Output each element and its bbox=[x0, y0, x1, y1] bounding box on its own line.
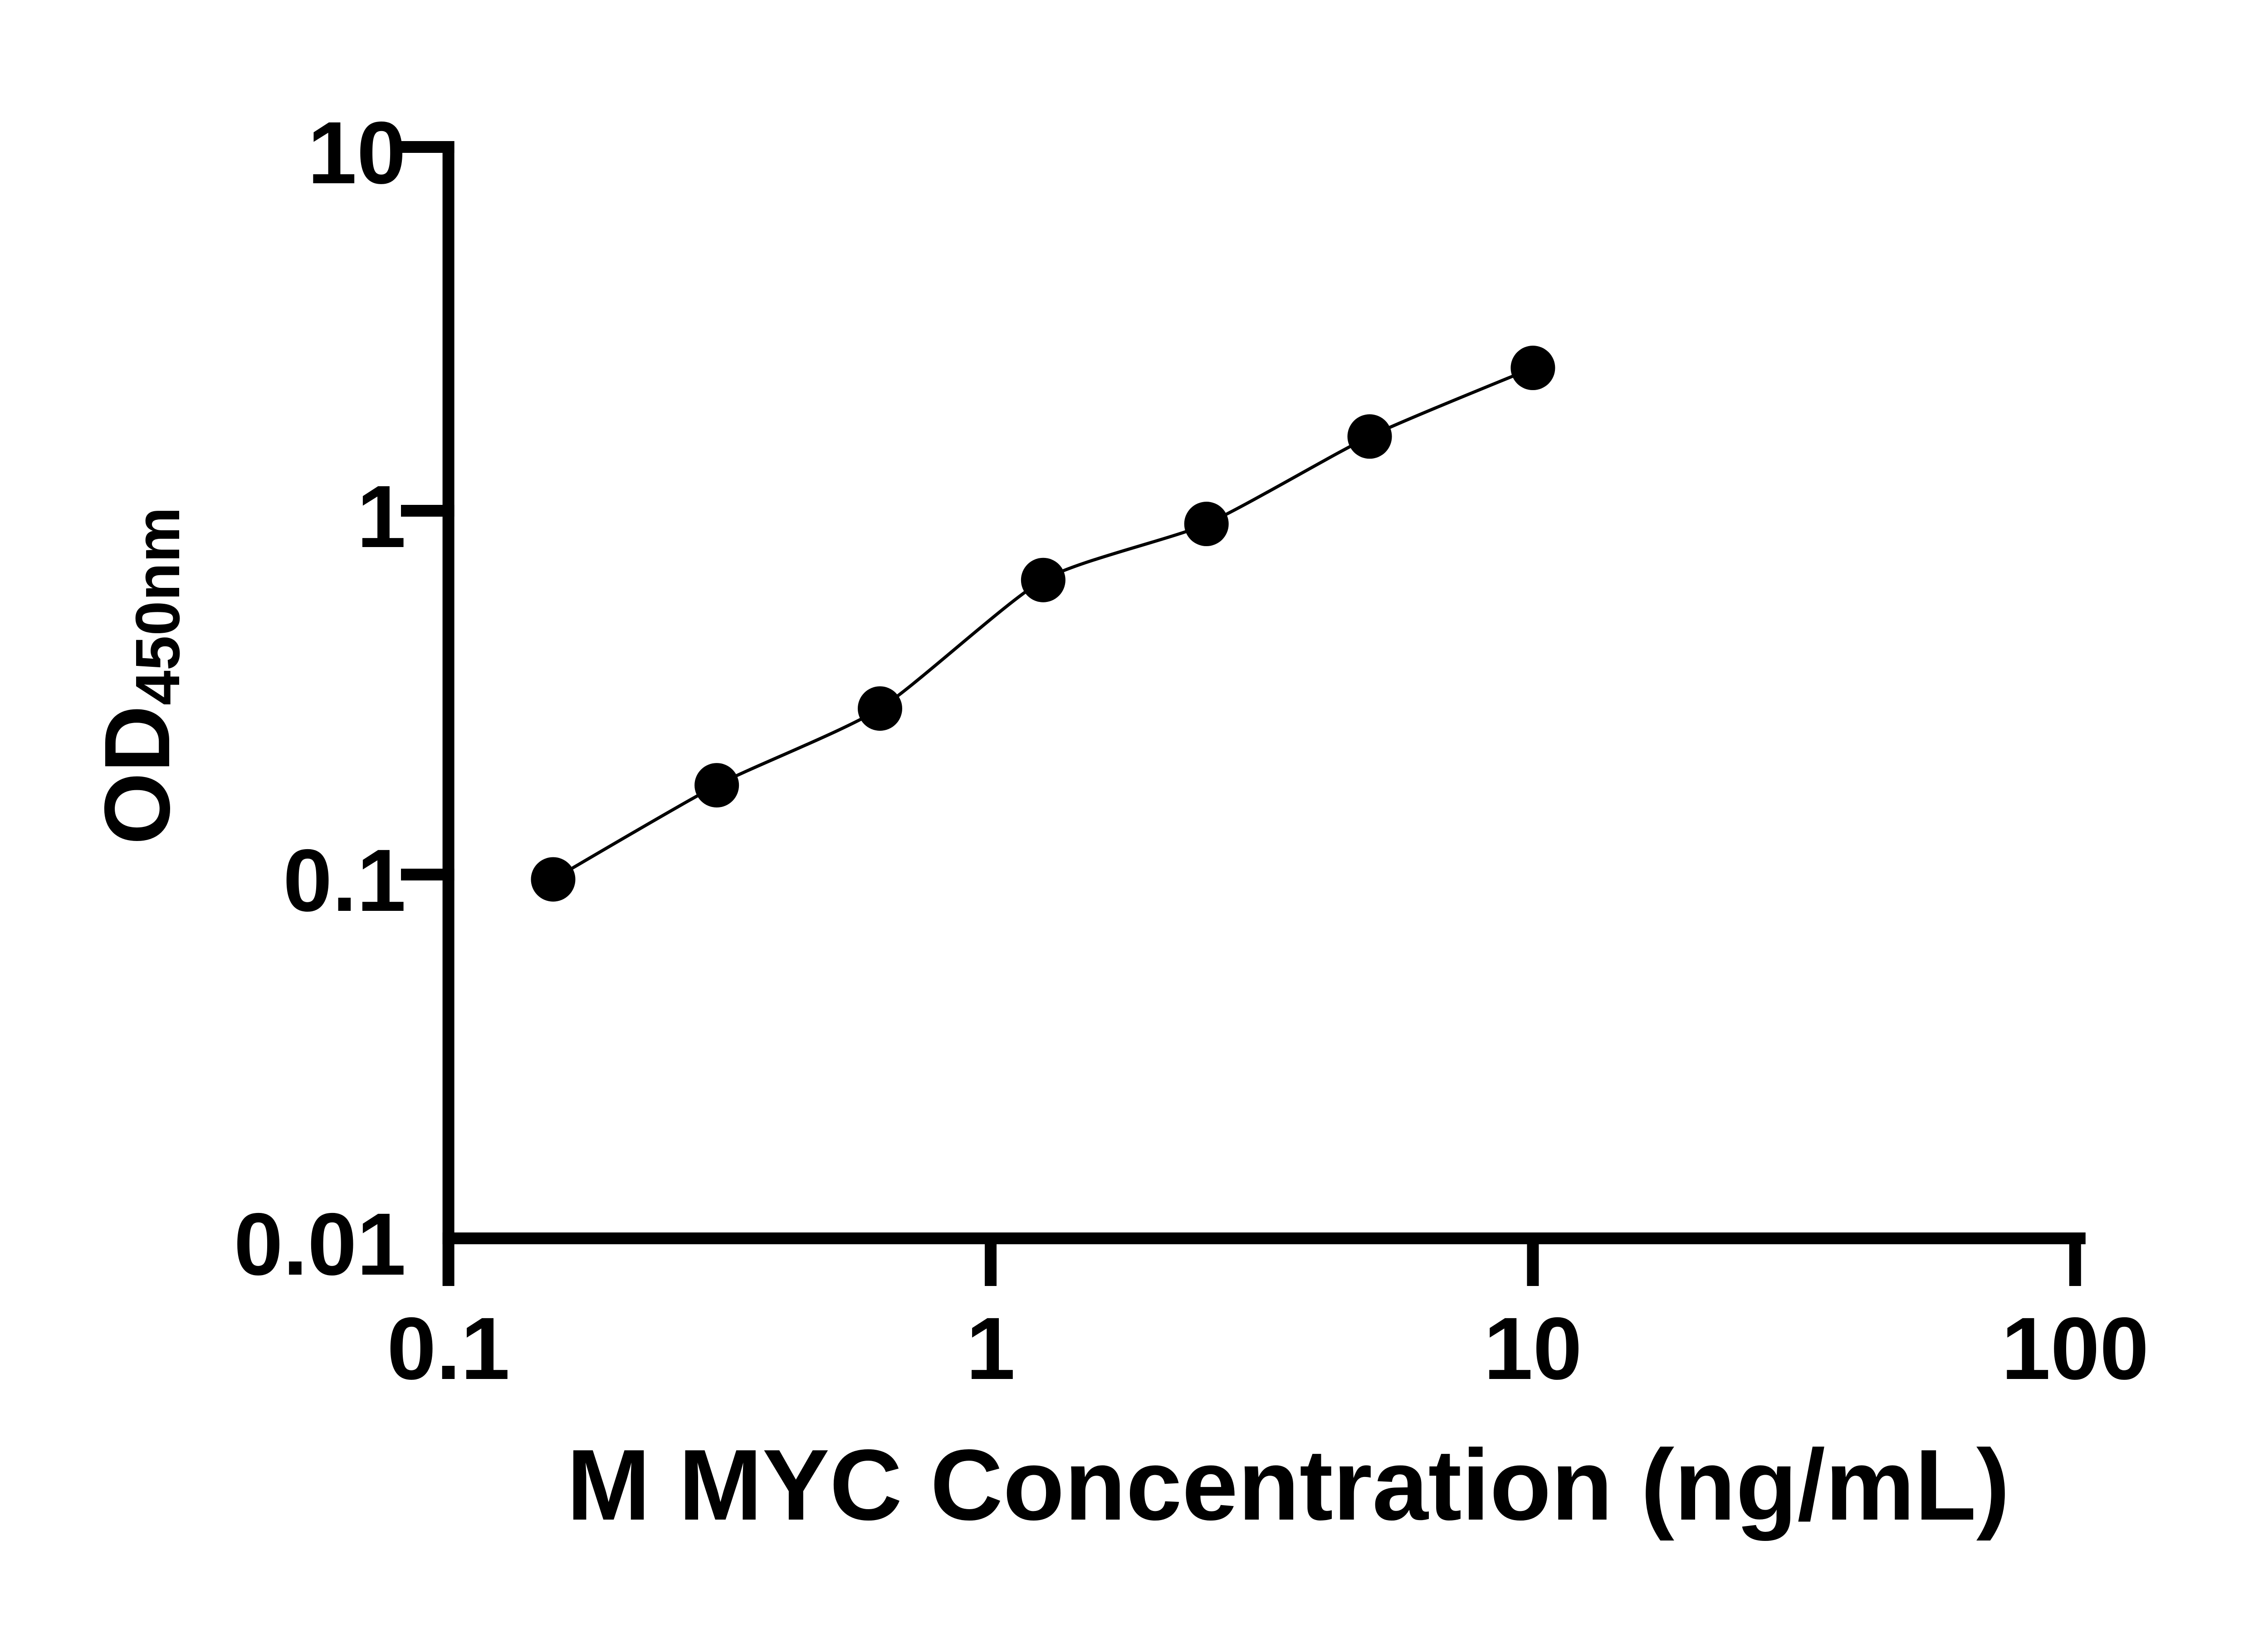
svg-text:1: 1 bbox=[966, 1299, 1015, 1398]
svg-text:10: 10 bbox=[1484, 1299, 1582, 1398]
svg-text:100: 100 bbox=[2001, 1299, 2149, 1398]
svg-text:M MYC Concentration (ng/mL): M MYC Concentration (ng/mL) bbox=[567, 1429, 2010, 1541]
svg-text:1: 1 bbox=[357, 467, 406, 566]
svg-text:0.1: 0.1 bbox=[387, 1299, 510, 1398]
svg-text:0.01: 0.01 bbox=[234, 1195, 406, 1294]
svg-text:0.1: 0.1 bbox=[283, 831, 406, 930]
svg-text:10: 10 bbox=[308, 103, 406, 202]
